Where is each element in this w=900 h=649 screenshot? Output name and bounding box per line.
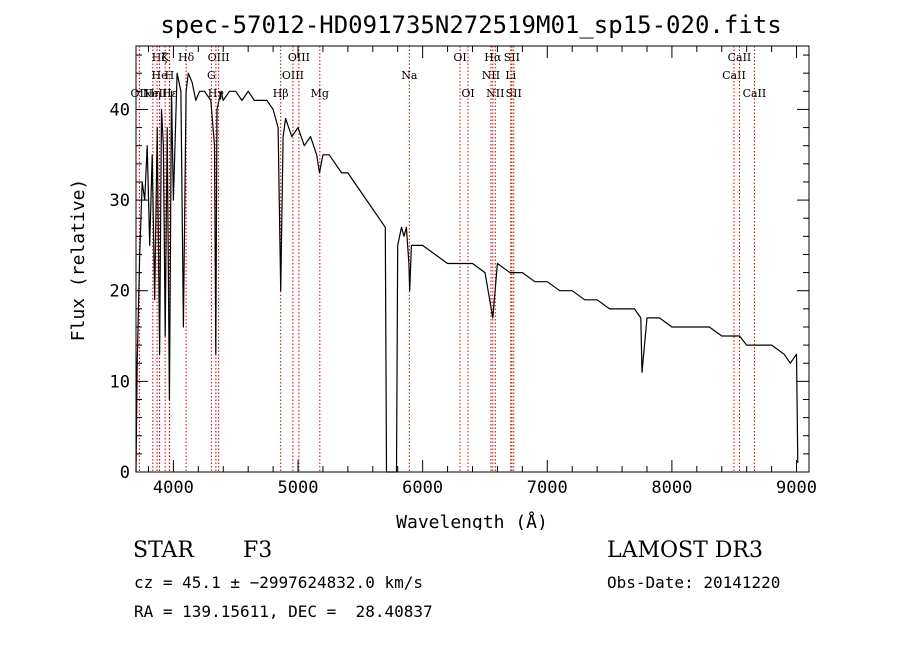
object-subclass: F3	[243, 538, 273, 563]
y-tick-label: 10	[110, 372, 130, 392]
line-label: OII	[131, 87, 149, 100]
line-label: Mg	[311, 87, 329, 100]
spectral-line-markers: OIIHηHζHeNeIIIKHHεHδGHγOIIIHβOIIIOIIIMgN…	[131, 46, 767, 472]
y-axis-label: Flux (relative)	[68, 179, 89, 342]
line-label: NII	[486, 87, 504, 100]
line-label: CaII	[728, 51, 752, 64]
line-label: Hβ	[273, 87, 289, 100]
line-label: K	[161, 51, 170, 64]
obs-date: Obs-Date: 20141220	[607, 573, 781, 592]
line-label: CaII	[743, 87, 767, 100]
line-label: Na	[401, 69, 418, 82]
x-tick-label: 6000	[402, 478, 443, 498]
x-axis-label: Wavelength (Å)	[396, 511, 548, 530]
line-label: SII	[506, 87, 522, 100]
survey-name: LAMOST DR3	[607, 538, 763, 563]
line-label: Hε	[162, 87, 178, 100]
line-label: CaII	[722, 69, 746, 82]
x-tick-label: 9000	[776, 478, 817, 498]
object-class: STAR	[133, 538, 194, 563]
line-label: OI	[453, 51, 466, 64]
line-label: OI	[461, 87, 474, 100]
plot-frame	[135, 45, 810, 473]
redshift-text: cz = 45.1 ± −2997624832.0 km/s	[134, 573, 423, 592]
line-label: Hα	[484, 51, 502, 64]
line-label: NeIII	[142, 87, 171, 100]
x-tick-label: 5000	[278, 478, 319, 498]
line-label: OIII	[288, 51, 310, 64]
x-tick-label: 7000	[527, 478, 568, 498]
y-tick-label: 40	[110, 100, 130, 120]
chart-title: spec-57012-HD091735N272519M01_sp15-020.f…	[160, 11, 781, 39]
line-label: Hη	[145, 87, 161, 100]
y-tick-label: 30	[110, 191, 130, 211]
line-label: OIII	[282, 69, 304, 82]
line-label: He	[152, 69, 168, 82]
x-tick-label: 8000	[651, 478, 692, 498]
line-label: SII	[504, 51, 520, 64]
line-label: Li	[505, 69, 516, 82]
x-tick-label: 4000	[153, 478, 194, 498]
y-tick-label: 20	[110, 282, 130, 302]
line-label: G	[207, 69, 216, 82]
spectrum-chart: spec-57012-HD091735N272519M01_sp15-020.f…	[68, 11, 817, 530]
line-label: NII	[482, 69, 500, 82]
y-tick-label: 0	[120, 463, 130, 483]
line-label: OIII	[208, 51, 230, 64]
spectrum-line	[135, 72, 799, 473]
coordinates-text: RA = 139.15611, DEC = 28.40837	[134, 602, 433, 621]
axis-ticks: 4000 5000 6000 7000 8000 9000 0 10 20 30 40	[110, 46, 817, 498]
line-label: Hδ	[178, 51, 195, 64]
